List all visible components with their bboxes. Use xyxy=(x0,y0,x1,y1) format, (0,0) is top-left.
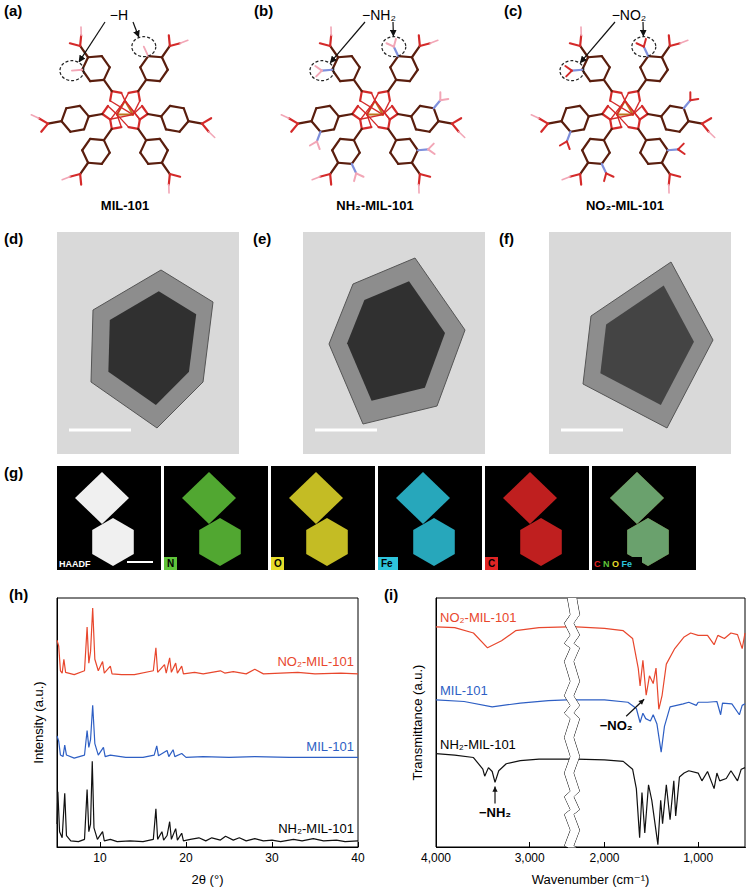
svg-text:HAADF: HAADF xyxy=(59,559,91,569)
svg-text:MIL-101: MIL-101 xyxy=(101,198,149,213)
svg-text:Intensity (a.u.): Intensity (a.u.) xyxy=(31,681,46,763)
svg-text:40: 40 xyxy=(351,851,365,865)
svg-text:2,000: 2,000 xyxy=(589,851,619,865)
svg-text:30: 30 xyxy=(265,851,279,865)
svg-text:3,000: 3,000 xyxy=(515,851,545,865)
svg-text:10: 10 xyxy=(93,851,107,865)
svg-text:NO₂-MIL-101: NO₂-MIL-101 xyxy=(277,654,354,669)
svg-text:Wavenumber (cm⁻¹): Wavenumber (cm⁻¹) xyxy=(532,872,650,887)
svg-text:(h): (h) xyxy=(9,586,28,603)
svg-text:NO₂-MIL-101: NO₂-MIL-101 xyxy=(586,198,664,213)
svg-text:Fe: Fe xyxy=(381,558,393,569)
svg-text:O: O xyxy=(274,558,282,569)
svg-text:2θ (°): 2θ (°) xyxy=(192,872,224,887)
svg-text:MIL-101: MIL-101 xyxy=(306,739,354,754)
svg-text:NH₂-MIL-101: NH₂-MIL-101 xyxy=(278,821,354,836)
svg-text:1,000: 1,000 xyxy=(683,851,713,865)
svg-text:C: C xyxy=(488,558,495,569)
svg-text:(f): (f) xyxy=(499,230,514,247)
svg-text:(i): (i) xyxy=(384,586,398,603)
svg-text:NH₂-MIL-101: NH₂-MIL-101 xyxy=(336,198,413,213)
svg-text:(a): (a) xyxy=(4,2,22,19)
svg-text:−NO₂: −NO₂ xyxy=(600,718,633,733)
svg-text:Transmittance (a.u.): Transmittance (a.u.) xyxy=(410,665,425,781)
svg-text:20: 20 xyxy=(179,851,193,865)
svg-text:−NO₂: −NO₂ xyxy=(612,7,647,23)
svg-text:(d): (d) xyxy=(4,230,23,247)
svg-text:MIL-101: MIL-101 xyxy=(440,683,488,698)
svg-text:−NH₂: −NH₂ xyxy=(479,805,511,820)
svg-text:−H: −H xyxy=(110,7,128,23)
svg-text:NH₂-MIL-101: NH₂-MIL-101 xyxy=(440,737,516,752)
svg-text:(e): (e) xyxy=(253,230,271,247)
svg-text:(b): (b) xyxy=(254,2,273,19)
svg-text:(c): (c) xyxy=(504,2,522,19)
svg-text:−NH₂: −NH₂ xyxy=(362,7,396,23)
svg-text:NO₂-MIL-101: NO₂-MIL-101 xyxy=(440,610,517,625)
svg-text:N: N xyxy=(167,558,174,569)
svg-text:4,000: 4,000 xyxy=(421,851,451,865)
svg-text:C N O Fe: C N O Fe xyxy=(594,559,632,569)
svg-text:(g): (g) xyxy=(4,464,23,481)
